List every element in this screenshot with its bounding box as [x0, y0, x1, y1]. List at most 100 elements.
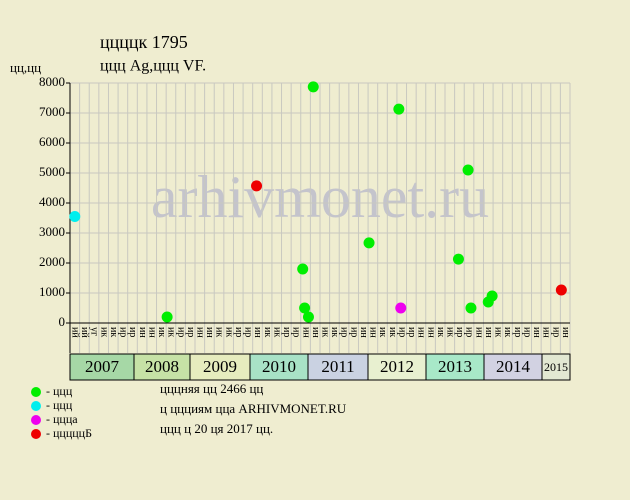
- point: [465, 302, 477, 314]
- y-axis-label: цц,цц: [10, 60, 41, 75]
- year-box: [249, 353, 309, 381]
- x-tick-label: ик: [214, 327, 225, 337]
- point: [161, 311, 173, 323]
- legend-label: - ццц: [46, 384, 73, 398]
- year-label: 2008: [145, 357, 179, 376]
- x-tick-label: ир: [243, 327, 254, 337]
- x-tick-label: ик: [271, 327, 282, 337]
- chart-subtitle: ццц Ag,ццц VF.: [100, 58, 206, 75]
- x-tick-label: ир: [233, 327, 244, 337]
- point: [395, 302, 407, 314]
- x-tick-label: ик: [98, 327, 109, 337]
- legend-label: - ццц: [46, 398, 73, 412]
- point: [462, 164, 474, 176]
- y-tick-label: 3000: [39, 224, 65, 239]
- year-label: 2013: [438, 357, 472, 376]
- legend-marker: [31, 429, 41, 439]
- y-tick-label: 0: [59, 314, 66, 329]
- x-tick-label: ир: [175, 327, 186, 337]
- x-tick-label: ик: [320, 327, 331, 337]
- x-tick-label: ин: [300, 327, 311, 338]
- x-tick-label: ир: [550, 327, 561, 337]
- year-label: 2007: [85, 357, 120, 376]
- chart-title: ццццк 1795: [100, 32, 188, 52]
- x-tick-label: ик: [262, 327, 273, 337]
- x-tick-label: ир: [521, 327, 532, 337]
- legend-marker: [31, 387, 41, 397]
- x-tick-label: ин: [368, 327, 379, 338]
- y-tick-label: 8000: [39, 74, 65, 89]
- x-tick-label: уг: [89, 327, 100, 336]
- y-tick-label: 7000: [39, 104, 65, 119]
- x-tick-label: ик: [156, 327, 167, 337]
- x-tick-label: ин: [252, 327, 263, 338]
- x-tick-label: ик: [502, 327, 513, 337]
- x-tick-label: ик: [377, 327, 388, 337]
- year-label: 2015: [544, 360, 568, 374]
- note: ццц ц 20 ця 2017 цц.: [160, 421, 273, 436]
- x-tick-label: ир: [118, 327, 129, 337]
- x-tick-label: ир: [406, 327, 417, 337]
- note: ц ццциям цца ARHIVMONET.RU: [160, 401, 347, 416]
- legend-label: - цццa: [46, 412, 78, 426]
- x-tick-label: ин: [483, 327, 494, 338]
- legend-label: - цццццБ: [46, 426, 92, 440]
- point: [555, 284, 567, 296]
- x-tick-label: ин: [531, 327, 542, 338]
- x-tick-label: ир: [281, 327, 292, 337]
- point: [452, 253, 464, 265]
- x-tick-label: ир: [464, 327, 475, 337]
- y-tick-label: 4000: [39, 194, 65, 209]
- x-tick-label: ин: [358, 327, 369, 338]
- x-tick-label: ик: [223, 327, 234, 337]
- year-label: 2010: [262, 357, 296, 376]
- year-box: [69, 353, 135, 381]
- x-tick-label: ин: [425, 327, 436, 338]
- x-tick-label: ик: [108, 327, 119, 337]
- x-tick-label: ир: [348, 327, 359, 337]
- point: [363, 237, 375, 249]
- x-tick-label: ик: [435, 327, 446, 337]
- x-tick-label: ик: [387, 327, 398, 337]
- year-label: 2009: [203, 357, 237, 376]
- point: [69, 211, 81, 222]
- x-tick-label: ир: [185, 327, 196, 337]
- x-tick-label: ик: [329, 327, 340, 337]
- point: [393, 103, 405, 115]
- y-tick-label: 1000: [39, 284, 65, 299]
- legend-marker: [31, 415, 41, 425]
- point: [251, 180, 263, 192]
- x-tick-label: ир: [127, 327, 138, 337]
- year-box: [133, 353, 191, 381]
- point: [299, 302, 311, 314]
- point: [297, 263, 309, 275]
- x-tick-label: ин: [204, 327, 215, 338]
- year-box: [189, 353, 251, 381]
- x-tick-label: ир: [339, 327, 350, 337]
- y-tick-label: 6000: [39, 134, 65, 149]
- x-tick-label: ин: [310, 327, 321, 338]
- year-label: 2011: [321, 357, 354, 376]
- y-tick-label: 5000: [39, 164, 65, 179]
- x-tick-label: ир: [291, 327, 302, 337]
- point: [302, 311, 314, 323]
- x-tick-label: ик: [445, 327, 456, 337]
- year-box: [307, 353, 369, 381]
- x-tick-label: ир: [396, 327, 407, 337]
- x-tick-label: ин: [473, 327, 484, 338]
- x-tick-label: ир: [512, 327, 523, 337]
- year-box: [541, 353, 571, 381]
- year-box: [367, 353, 427, 381]
- x-tick-label: ин: [560, 327, 571, 338]
- x-tick-label: ий: [79, 327, 90, 338]
- x-tick-label: ик: [166, 327, 177, 337]
- point: [307, 81, 319, 93]
- x-tick-label: ин: [146, 327, 157, 338]
- x-tick-label: ин: [195, 327, 206, 338]
- legend-marker: [31, 401, 41, 411]
- x-tick-label: ин: [137, 327, 148, 338]
- note: цццняя цц 2466 цц: [160, 381, 263, 396]
- x-tick-label: ий: [70, 327, 81, 338]
- year-label: 2014: [496, 357, 531, 376]
